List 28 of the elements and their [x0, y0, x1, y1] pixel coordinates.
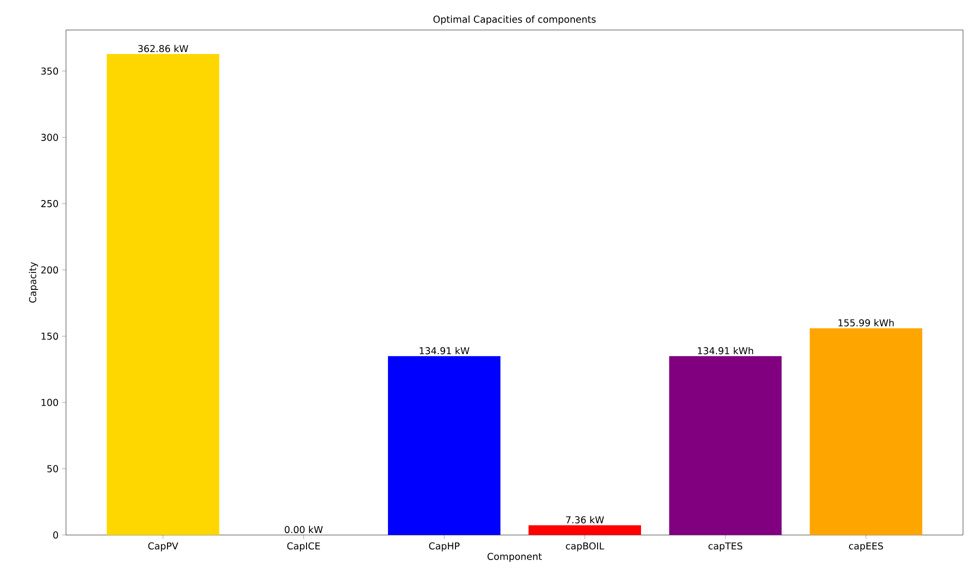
y-tick-label: 250 — [41, 200, 58, 208]
y-axis-title: Capacity — [28, 262, 38, 303]
y-tick-label: 300 — [41, 134, 58, 141]
y-tick-label: 0 — [53, 531, 58, 539]
bar — [669, 356, 782, 535]
data-label: 155.99 kWh — [838, 319, 894, 326]
y-tick-label: 350 — [41, 67, 58, 75]
y-tick-label: 100 — [42, 398, 58, 406]
bar — [106, 54, 220, 535]
data-label: 134.91 kWh — [698, 346, 754, 354]
y-tick-label: 150 — [42, 332, 58, 340]
data-label: 7.36 kW — [566, 516, 604, 524]
x-tick-label: CapPV — [148, 542, 178, 552]
data-label: 0.00 kW — [284, 526, 323, 534]
data-label: 362.86 kW — [138, 44, 188, 52]
data-label: 134.91 kW — [420, 346, 470, 354]
x-tick-label: CapHP — [429, 542, 460, 552]
x-tick-label: capTES — [708, 542, 742, 552]
y-tick-label: 50 — [47, 465, 58, 472]
x-tick-label: capEES — [849, 542, 883, 552]
x-tick-label: capBOIL — [566, 542, 604, 552]
x-tick-label: CapICE — [287, 542, 320, 552]
bar — [388, 356, 500, 535]
bar — [528, 525, 642, 535]
chart-title: Optimal Capacities of components — [433, 16, 596, 25]
y-tick-label: 200 — [41, 266, 58, 274]
x-axis-title: Component — [488, 552, 542, 562]
bar — [810, 328, 922, 535]
